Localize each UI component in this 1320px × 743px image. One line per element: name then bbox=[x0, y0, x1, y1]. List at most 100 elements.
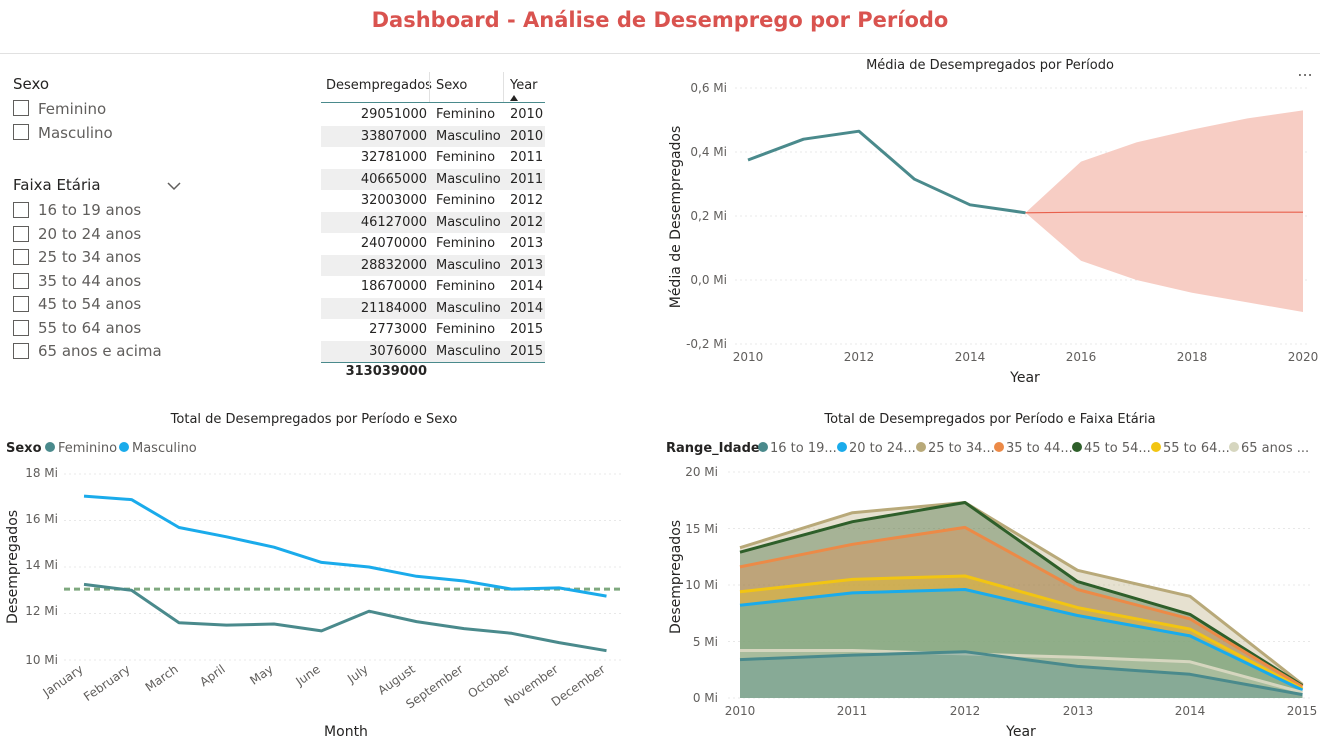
cell-sexo: Masculino bbox=[436, 344, 501, 359]
legend-label-25-34[interactable]: 25 to 34... bbox=[928, 441, 995, 456]
table-row[interactable]: 24070000 Feminino 2013 bbox=[321, 233, 545, 255]
option-label-age-16-19: 16 to 19 anos bbox=[38, 201, 141, 219]
legend-marker-16-19 bbox=[758, 442, 768, 452]
legend-label-20-24[interactable]: 20 to 24... bbox=[849, 441, 916, 456]
x-tick-label: 2015 bbox=[1287, 704, 1318, 718]
y-tick-label: 0,0 Mi bbox=[690, 273, 727, 287]
cell-year: 2012 bbox=[510, 215, 543, 230]
x-axis-label: Month bbox=[324, 724, 368, 740]
cell-desempregados: 2773000 bbox=[369, 322, 427, 337]
cell-sexo: Feminino bbox=[436, 322, 495, 337]
chart-title: Total de Desempregados por Período e Sex… bbox=[170, 412, 458, 427]
x-tick-label: January bbox=[40, 662, 86, 700]
column-header-year[interactable]: Year bbox=[510, 78, 538, 93]
y-tick-label: 0,4 Mi bbox=[690, 145, 727, 159]
legend-label-45-54[interactable]: 45 to 54... bbox=[1084, 441, 1151, 456]
legend-title: Range_Idade bbox=[666, 441, 760, 456]
table-row[interactable]: 18670000 Feminino 2014 bbox=[321, 276, 545, 298]
legend-label-16-19[interactable]: 16 to 19... bbox=[770, 441, 837, 456]
x-tick-label: July bbox=[344, 662, 371, 686]
sex-slicer-title: Sexo bbox=[13, 75, 49, 93]
cell-year: 2015 bbox=[510, 344, 543, 359]
y-tick-label: 0,2 Mi bbox=[690, 209, 727, 223]
x-tick-label: May bbox=[247, 662, 275, 688]
option-label-age-45-54: 45 to 54 anos bbox=[38, 295, 141, 313]
cell-year: 2012 bbox=[510, 193, 543, 208]
chart-title: Total de Desempregados por Período e Fai… bbox=[823, 412, 1155, 427]
checkbox-age-35-44[interactable] bbox=[13, 273, 29, 289]
cell-sexo: Feminino bbox=[436, 150, 495, 165]
table-row[interactable]: 46127000 Masculino 2012 bbox=[321, 212, 545, 234]
x-tick-label: 2010 bbox=[733, 350, 764, 364]
x-tick-label: August bbox=[375, 662, 418, 698]
checkbox-age-45-54[interactable] bbox=[13, 296, 29, 312]
column-header-desempregados[interactable]: Desempregados bbox=[326, 78, 432, 93]
total-divider bbox=[321, 362, 545, 363]
cell-sexo: Masculino bbox=[436, 129, 501, 144]
x-tick-label: 2014 bbox=[1175, 704, 1206, 718]
x-tick-label: April bbox=[197, 662, 228, 689]
legend-label-masculino[interactable]: Masculino bbox=[132, 441, 197, 456]
table-row[interactable]: 3076000 Masculino 2015 bbox=[321, 341, 545, 363]
chevron-down-icon[interactable] bbox=[166, 178, 182, 194]
cell-year: 2014 bbox=[510, 279, 543, 294]
cell-desempregados: 3076000 bbox=[369, 344, 427, 359]
x-tick-label: 2014 bbox=[955, 350, 986, 364]
x-tick-label: 2012 bbox=[950, 704, 981, 718]
y-tick-label: 10 Mi bbox=[25, 653, 58, 667]
forecast-line bbox=[1026, 212, 1304, 213]
column-header-sexo[interactable]: Sexo bbox=[436, 78, 467, 93]
forecast-chart: Média de Desempregados por Período ... 0… bbox=[660, 50, 1320, 395]
cell-desempregados: 21184000 bbox=[361, 301, 427, 316]
cell-sexo: Masculino bbox=[436, 172, 501, 187]
legend-label-feminino[interactable]: Feminino bbox=[58, 441, 117, 456]
cell-sexo: Feminino bbox=[436, 107, 495, 122]
cell-year: 2010 bbox=[510, 107, 543, 122]
table-row[interactable]: 32781000 Feminino 2011 bbox=[321, 147, 545, 169]
y-axis-label: Média de Desempregados bbox=[668, 126, 684, 309]
table-row[interactable]: 32003000 Feminino 2012 bbox=[321, 190, 545, 212]
checkbox-masculino[interactable] bbox=[13, 124, 29, 140]
table-row[interactable]: 21184000 Masculino 2014 bbox=[321, 298, 545, 320]
cell-year: 2011 bbox=[510, 150, 543, 165]
y-tick-label: 20 Mi bbox=[685, 465, 718, 479]
cell-desempregados: 46127000 bbox=[361, 215, 427, 230]
legend-marker-55-64 bbox=[1151, 442, 1161, 452]
cell-desempregados: 18670000 bbox=[361, 279, 427, 294]
legend-marker-35-44 bbox=[994, 442, 1004, 452]
legend-label-35-44[interactable]: 35 to 44... bbox=[1006, 441, 1073, 456]
checkbox-age-16-19[interactable] bbox=[13, 202, 29, 218]
checkbox-feminino[interactable] bbox=[13, 100, 29, 116]
header-divider bbox=[321, 102, 545, 103]
cell-year: 2013 bbox=[510, 236, 543, 251]
legend-label-55-64[interactable]: 55 to 64... bbox=[1163, 441, 1230, 456]
table-row[interactable]: 33807000 Masculino 2010 bbox=[321, 126, 545, 148]
cell-year: 2013 bbox=[510, 258, 543, 273]
series-line-feminino bbox=[84, 584, 607, 650]
table-row[interactable]: 40665000 Masculino 2011 bbox=[321, 169, 545, 191]
column-divider bbox=[429, 72, 430, 102]
checkbox-age-20-24[interactable] bbox=[13, 226, 29, 242]
checkbox-age-55-64[interactable] bbox=[13, 320, 29, 336]
legend-marker-20-24 bbox=[837, 442, 847, 452]
table-row[interactable]: 29051000 Feminino 2010 bbox=[321, 104, 545, 126]
legend-label-65-plus[interactable]: 65 anos ... bbox=[1241, 441, 1309, 456]
x-axis-label: Year bbox=[1005, 724, 1036, 740]
sex-line-chart: Total de Desempregados por Período e Sex… bbox=[0, 398, 660, 743]
y-tick-label: 12 Mi bbox=[25, 604, 58, 618]
x-tick-label: 2020 bbox=[1288, 350, 1319, 364]
y-tick-label: 14 Mi bbox=[25, 558, 58, 572]
checkbox-age-65-plus[interactable] bbox=[13, 343, 29, 359]
y-tick-label: 16 Mi bbox=[25, 512, 58, 526]
table-total: 313039000 bbox=[346, 364, 427, 379]
table-row[interactable]: 2773000 Feminino 2015 bbox=[321, 319, 545, 341]
checkbox-age-25-34[interactable] bbox=[13, 249, 29, 265]
table-row[interactable]: 28832000 Masculino 2013 bbox=[321, 255, 545, 277]
x-tick-label: 2018 bbox=[1177, 350, 1208, 364]
cell-desempregados: 28832000 bbox=[361, 258, 427, 273]
option-label-age-25-34: 25 to 34 anos bbox=[38, 248, 141, 266]
cell-desempregados: 32781000 bbox=[361, 150, 427, 165]
x-axis-label: Year bbox=[1009, 370, 1040, 386]
more-options-icon[interactable]: ... bbox=[1297, 61, 1312, 80]
y-axis-label: Desempregados bbox=[5, 510, 21, 624]
